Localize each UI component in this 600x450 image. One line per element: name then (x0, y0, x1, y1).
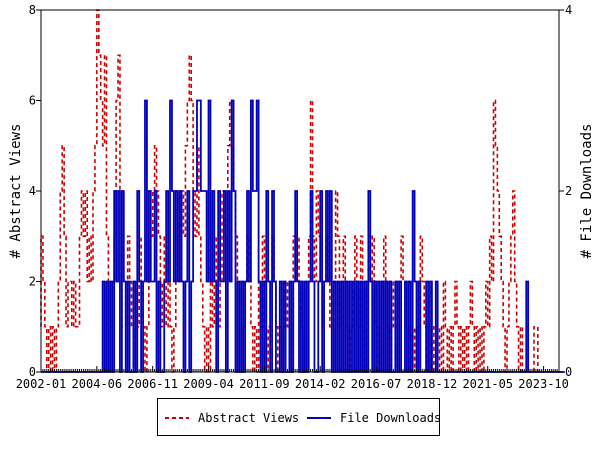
legend-item-file-downloads: File Downloads (306, 410, 441, 426)
y-left-tick-label: 0 (29, 365, 36, 379)
y-left-axis-label: # Abstract Views (8, 124, 24, 259)
x-tick-label: 2021-05 (462, 377, 513, 391)
y-right-tick-label: 4 (565, 3, 572, 17)
y-left-tick-label: 2 (29, 275, 36, 289)
legend-label-file-downloads: File Downloads (340, 411, 442, 425)
y-left-tick-label: 6 (29, 94, 36, 108)
x-tick-label: 2002-01 (16, 377, 67, 391)
y-left-tick-label: 4 (29, 184, 36, 198)
legend: Abstract Views File Downloads (157, 398, 441, 436)
x-tick-label: 2023-10 (518, 377, 569, 391)
legend-label-abstract-views: Abstract Views (198, 411, 300, 425)
y-right-axis: 0 2 4 (559, 3, 572, 379)
x-axis: 2002-01 2004-06 2006-11 2009-04 2011-09 2014-… (16, 366, 569, 391)
x-tick-label: 2006-11 (127, 377, 178, 391)
x-tick-label: 2014-02 (295, 377, 346, 391)
series-line-file-downloads (41, 99, 565, 373)
legend-item-abstract-views: Abstract Views (164, 410, 299, 426)
x-tick-label: 2018-12 (407, 377, 458, 391)
x-tick-label: 2016-07 (351, 377, 402, 391)
y-left-tick-label: 8 (29, 3, 36, 17)
y-left-axis: 0 2 4 6 8 (29, 3, 41, 379)
y-right-tick-label: 2 (565, 184, 572, 198)
y-right-tick-label: 0 (565, 365, 572, 379)
x-tick-label: 2004-06 (72, 377, 123, 391)
legend-swatch-solid-blue (307, 417, 331, 419)
y-right-axis-label: # File Downloads (579, 124, 595, 259)
plot-lines (40, 9, 565, 373)
legend-swatch-dashed-red (165, 417, 189, 419)
x-tick-label: 2009-04 (183, 377, 234, 391)
x-tick-label: 2011-09 (239, 377, 290, 391)
